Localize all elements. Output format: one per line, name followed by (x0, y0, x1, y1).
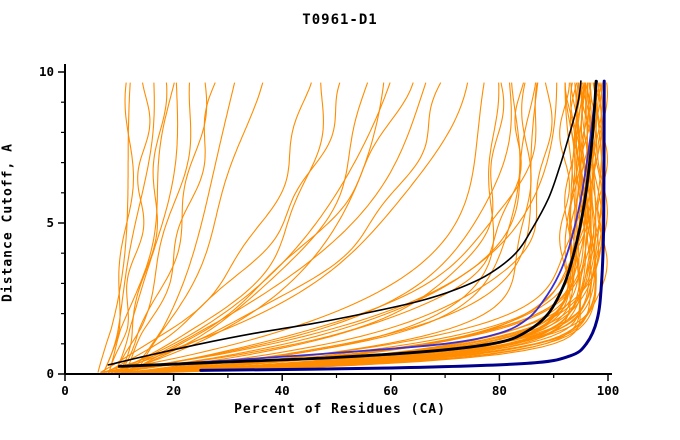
svg-text:40: 40 (275, 383, 290, 398)
svg-text:5: 5 (46, 215, 54, 230)
svg-text:100: 100 (597, 383, 620, 398)
svg-text:60: 60 (383, 383, 398, 398)
svg-text:0: 0 (61, 383, 69, 398)
y-axis-label: Distance Cutoff, A (0, 143, 16, 302)
chart-title: T0961-D1 (302, 12, 378, 28)
svg-text:80: 80 (492, 383, 507, 398)
svg-text:20: 20 (166, 383, 181, 398)
svg-text:0: 0 (46, 366, 54, 381)
svg-text:10: 10 (39, 64, 54, 79)
x-axis-label: Percent of Residues (CA) (234, 402, 446, 417)
